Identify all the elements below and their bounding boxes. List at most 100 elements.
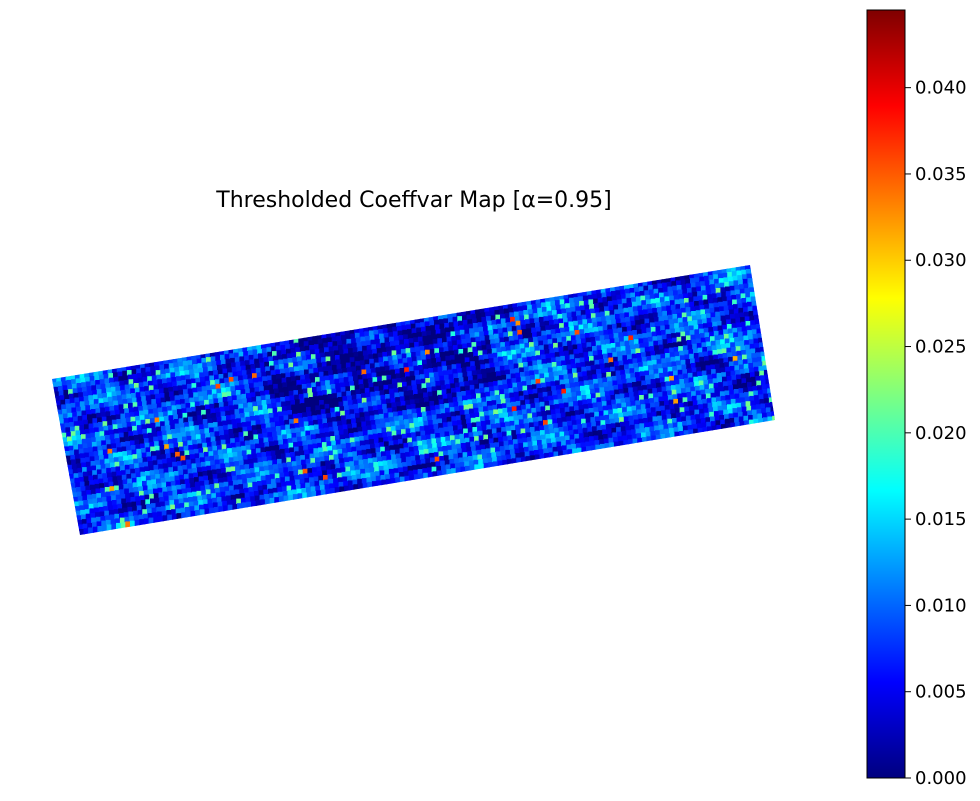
heatmap-cell xyxy=(524,314,531,322)
heatmap-cell xyxy=(258,353,265,360)
heatmap-cell xyxy=(127,374,134,382)
heatmap-cell xyxy=(686,340,693,347)
heatmap-cell xyxy=(429,320,436,328)
heatmap-cell xyxy=(693,324,700,332)
heatmap-cell xyxy=(716,316,723,323)
heatmap-cell xyxy=(237,427,244,435)
heatmap-cell xyxy=(562,393,569,400)
heatmap-cell xyxy=(286,377,293,384)
heatmap-cell xyxy=(389,473,396,481)
heatmap-cell xyxy=(116,471,123,478)
heatmap-cell xyxy=(731,346,738,354)
heatmap-cell xyxy=(112,367,119,375)
heatmap-cell xyxy=(225,439,232,446)
heatmap-cell xyxy=(190,482,197,490)
heatmap-cell xyxy=(223,401,230,409)
heatmap-cell xyxy=(69,450,76,457)
heatmap-cell xyxy=(577,372,584,379)
heatmap-cell xyxy=(89,399,96,407)
heatmap-cell xyxy=(574,410,581,417)
heatmap-cell xyxy=(302,336,310,344)
heatmap-cell xyxy=(498,332,505,340)
heatmap-cell xyxy=(466,394,473,402)
heatmap-cell xyxy=(472,455,479,462)
heatmap-cell xyxy=(316,438,323,445)
heatmap-cell xyxy=(79,481,87,489)
heatmap-cell xyxy=(248,406,255,414)
heatmap-cell xyxy=(119,437,126,444)
heatmap-cell xyxy=(441,389,448,397)
heatmap-cell xyxy=(593,435,600,443)
heatmap-cell xyxy=(657,311,664,319)
heatmap-cell xyxy=(91,441,99,449)
heatmap-cell xyxy=(655,354,662,362)
heatmap-cell xyxy=(425,458,432,465)
heatmap-cell xyxy=(205,484,212,492)
heatmap-cell xyxy=(564,407,571,414)
heatmap-cell xyxy=(731,266,738,274)
heatmap-cell xyxy=(348,456,355,464)
heatmap-cell xyxy=(283,443,290,451)
heatmap-cell xyxy=(359,355,366,363)
heatmap-cell xyxy=(538,340,545,348)
heatmap-cell xyxy=(261,400,268,407)
heatmap-cell xyxy=(274,473,281,480)
heatmap-cell xyxy=(172,357,179,365)
heatmap-cell xyxy=(556,441,563,449)
heatmap-cell xyxy=(234,489,241,496)
heatmap-cell xyxy=(299,398,306,406)
heatmap-cell xyxy=(185,511,192,519)
heatmap-cell xyxy=(258,461,265,469)
heatmap-cell xyxy=(653,288,660,296)
heatmap-cell xyxy=(635,428,642,436)
heatmap-cell xyxy=(716,372,723,380)
heatmap-cell xyxy=(567,420,574,428)
heatmap-cell xyxy=(331,360,338,367)
heatmap-cell xyxy=(381,455,388,463)
heatmap-cell xyxy=(103,477,110,485)
heatmap-cell xyxy=(282,354,289,361)
heatmap-cell xyxy=(252,349,259,357)
heatmap-cell xyxy=(730,398,737,406)
heatmap-cell xyxy=(512,354,519,361)
heatmap-cell xyxy=(460,443,468,450)
heatmap-cell xyxy=(153,436,160,444)
heatmap-cell xyxy=(310,486,317,493)
heatmap-cell xyxy=(116,390,123,398)
heatmap-cell xyxy=(208,503,215,510)
heatmap-cell xyxy=(706,317,713,325)
heatmap-cell xyxy=(133,515,140,522)
heatmap-cell xyxy=(705,313,713,320)
heatmap-cell xyxy=(634,395,641,403)
heatmap-cell xyxy=(571,311,578,319)
heatmap-cell xyxy=(503,303,510,311)
heatmap-cell xyxy=(632,386,639,394)
heatmap-cell xyxy=(93,399,100,406)
heatmap-cell xyxy=(598,354,605,361)
heatmap-cell xyxy=(664,428,671,436)
heatmap-cell xyxy=(633,362,640,370)
heatmap-cell xyxy=(610,395,617,402)
heatmap-cell xyxy=(258,409,265,417)
heatmap-cell xyxy=(358,407,365,415)
heatmap-cell xyxy=(72,388,79,395)
heatmap-cell xyxy=(215,435,222,443)
heatmap-cell xyxy=(633,419,641,427)
heatmap-cell xyxy=(648,421,655,429)
heatmap-cell xyxy=(197,386,204,394)
heatmap-cell xyxy=(92,526,99,534)
heatmap-cell xyxy=(408,390,415,397)
heatmap-cell xyxy=(177,489,184,496)
heatmap-cell xyxy=(324,351,331,359)
heatmap-cell xyxy=(361,421,368,429)
heatmap-cell xyxy=(82,386,89,394)
heatmap-cell xyxy=(356,474,363,481)
heatmap-cell xyxy=(88,395,95,402)
heatmap-cell xyxy=(561,360,568,368)
heatmap-cell xyxy=(645,299,653,306)
heatmap-cell xyxy=(225,410,232,418)
heatmap-cell xyxy=(312,335,319,342)
heatmap-cell xyxy=(554,404,561,411)
heatmap-cell xyxy=(111,443,118,450)
heatmap-cell xyxy=(88,475,95,483)
